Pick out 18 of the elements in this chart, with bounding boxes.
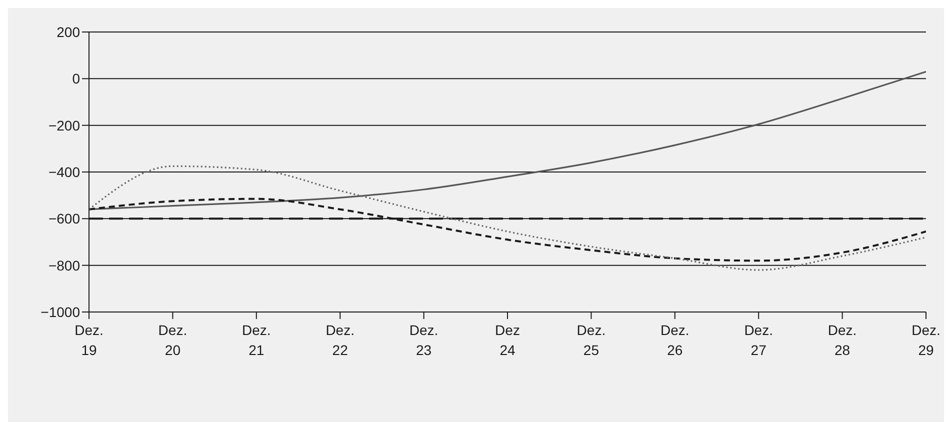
x-tick-label: Dez. 20 <box>158 322 188 358</box>
x-tick-label: Dez. 21 <box>242 322 271 358</box>
x-tick-label: Dez 24 <box>495 322 520 358</box>
y-tick-label: −400 <box>48 164 80 180</box>
y-tick-label: −1000 <box>40 304 80 320</box>
y-tick-label: −800 <box>48 257 80 274</box>
x-tick-label: Dez. 28 <box>828 322 857 358</box>
x-tick-label: Dez. 23 <box>409 322 438 358</box>
x-tick-label: Dez. 22 <box>326 322 354 358</box>
x-tick-label: Dez. 27 <box>744 322 773 358</box>
y-tick-label: −200 <box>48 117 80 134</box>
x-tick-label: Dez. 26 <box>660 322 690 358</box>
x-tick-label: Dez. 25 <box>576 322 606 358</box>
x-tick-label: Dez. 19 <box>74 322 104 358</box>
y-tick-label: 0 <box>72 70 80 87</box>
y-tick-label: −600 <box>48 210 80 227</box>
y-tick-label: 200 <box>56 24 80 40</box>
x-tick-label: Dez. 29 <box>912 322 940 358</box>
